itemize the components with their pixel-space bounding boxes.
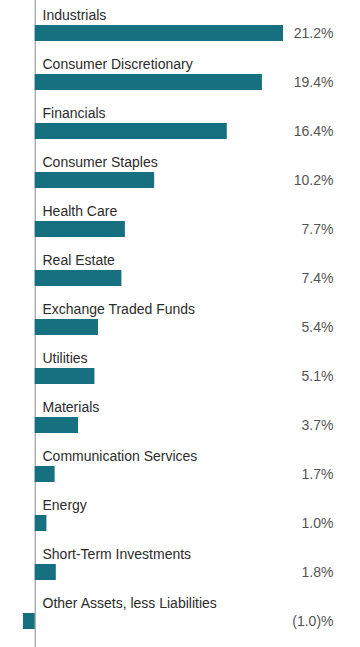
svg-text:5.1%: 5.1%: [302, 368, 334, 384]
svg-text:16.4%: 16.4%: [294, 123, 334, 139]
svg-text:Energy: Energy: [43, 497, 87, 513]
svg-text:7.4%: 7.4%: [302, 270, 334, 286]
svg-text:3.7%: 3.7%: [302, 417, 334, 433]
svg-text:19.4%: 19.4%: [294, 74, 334, 90]
svg-text:Other Assets, less Liabilities: Other Assets, less Liabilities: [43, 595, 217, 611]
svg-text:5.4%: 5.4%: [302, 319, 334, 335]
svg-text:Consumer Discretionary: Consumer Discretionary: [43, 56, 193, 72]
svg-text:Real Estate: Real Estate: [43, 252, 116, 268]
svg-text:Consumer Staples: Consumer Staples: [43, 154, 158, 170]
svg-text:7.7%: 7.7%: [302, 221, 334, 237]
svg-text:Exchange Traded Funds: Exchange Traded Funds: [43, 301, 196, 317]
svg-text:Industrials: Industrials: [43, 7, 107, 23]
svg-text:1.8%: 1.8%: [302, 564, 334, 580]
svg-text:Financials: Financials: [43, 105, 106, 121]
svg-text:1.7%: 1.7%: [302, 466, 334, 482]
svg-text:Short-Term Investments: Short-Term Investments: [43, 546, 192, 562]
svg-text:(1.0)%: (1.0)%: [292, 613, 333, 629]
svg-text:Materials: Materials: [43, 399, 100, 415]
svg-text:21.2%: 21.2%: [294, 25, 334, 41]
svg-text:Communication Services: Communication Services: [43, 448, 198, 464]
svg-text:Utilities: Utilities: [43, 350, 88, 366]
svg-text:Health Care: Health Care: [43, 203, 118, 219]
svg-text:1.0%: 1.0%: [302, 515, 334, 531]
svg-text:10.2%: 10.2%: [294, 172, 334, 188]
